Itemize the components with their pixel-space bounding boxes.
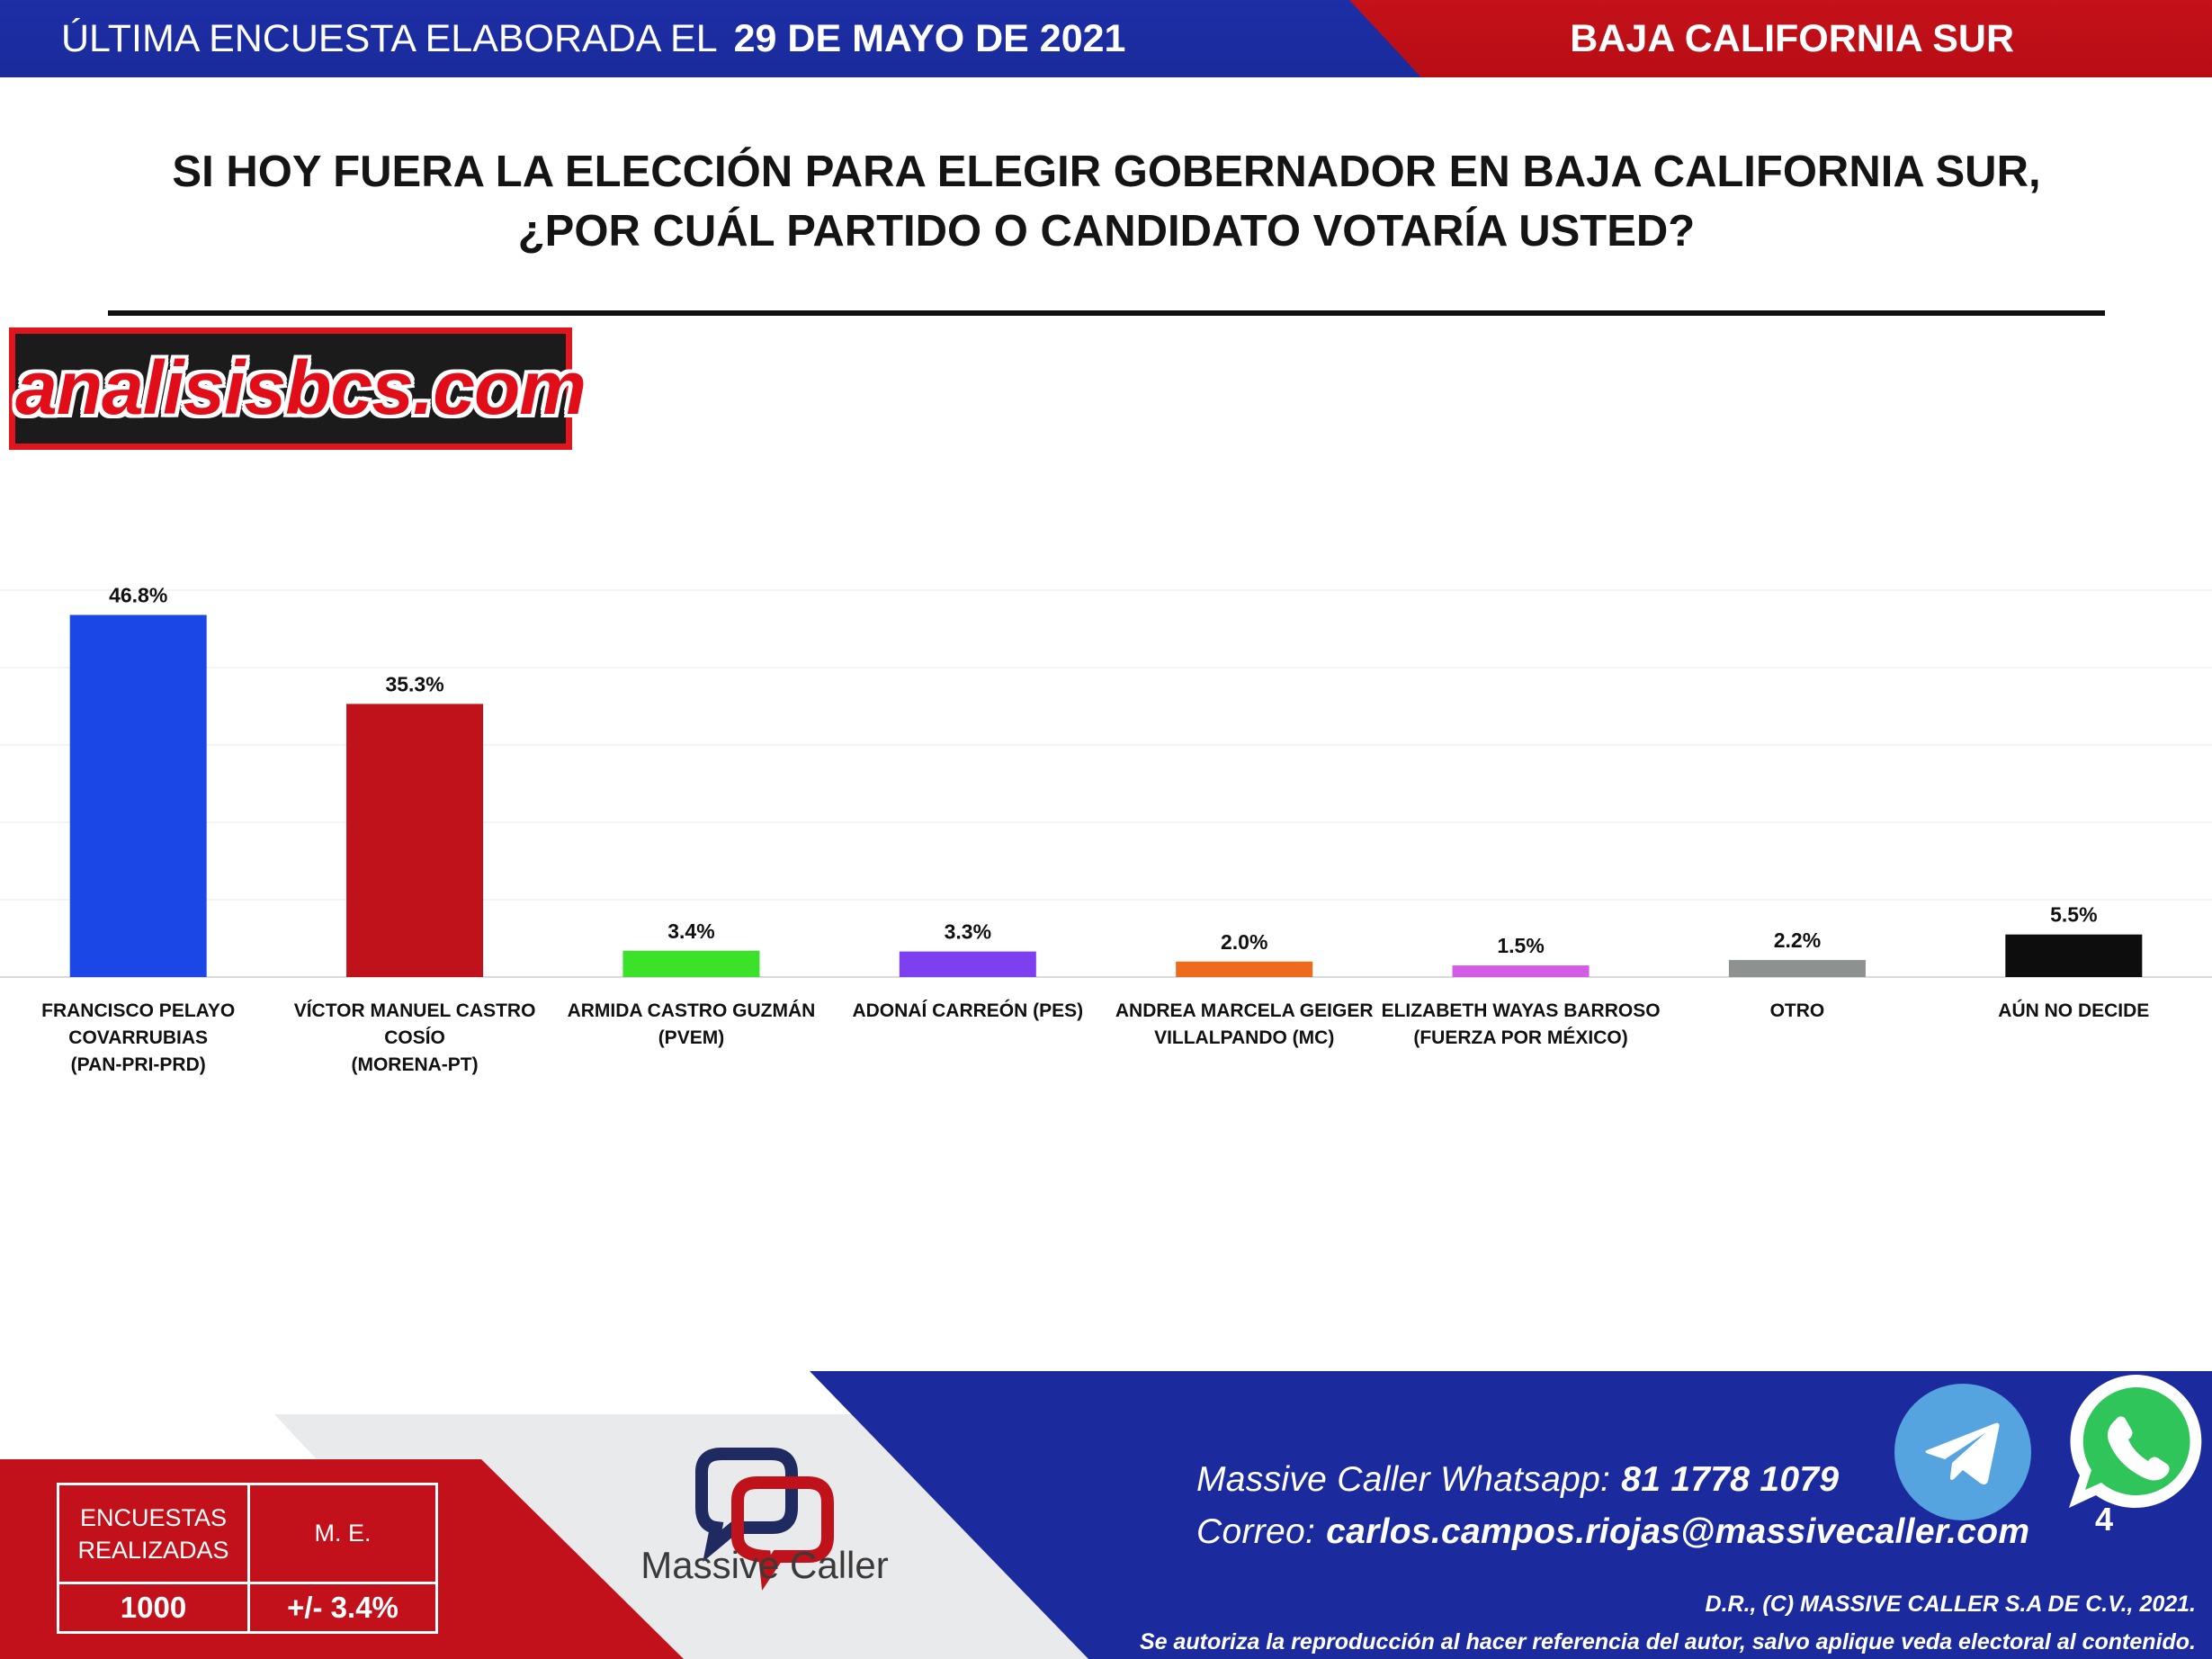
data-label: 35.3% <box>385 672 443 695</box>
surveys-label: ENCUESTAS REALIZADAS <box>59 1485 250 1584</box>
header-banner: ÚLTIMA ENCUESTA ELABORADA EL 29 DE MAYO D… <box>0 0 2212 77</box>
data-label: 2.0% <box>1221 930 1267 954</box>
data-label: 3.3% <box>945 920 991 944</box>
telegram-icon <box>1894 1384 2031 1520</box>
massive-caller-logo-icon <box>695 1448 834 1591</box>
category-label: ANDREA MARCELA GEIGER VILLALPANDO (MC) <box>1115 1000 1374 1048</box>
title-divider <box>108 310 2105 316</box>
bar <box>346 704 484 977</box>
vote-intention-chart: 46.8% FRANCISCO PELAYO COVARRUBIAS (PAN-PRI… <box>0 558 2212 1098</box>
survey-date: 29 DE MAYO DE 2021 <box>733 17 1126 60</box>
page-number: 4 <box>2094 1501 2114 1538</box>
data-label: 46.8% <box>109 584 167 607</box>
bar <box>1452 965 1590 977</box>
data-label: 1.5% <box>1497 934 1544 957</box>
legal-line-2: Se autoriza la reproducción al hacer ref… <box>1139 1629 2196 1655</box>
category-label: AÚN NO DECIDE <box>1998 1000 2149 1021</box>
question-title: SI HOY FUERA LA ELECCIÓN PARA ELEGIR GOB… <box>108 142 2105 261</box>
massive-caller-brand: Massive Caller <box>640 1544 889 1586</box>
legal-line-1: D.R., (C) MASSIVE CALLER S.A DE C.V., 20… <box>1705 1592 2196 1617</box>
whatsapp-icon <box>2069 1375 2202 1508</box>
category-label: OTRO <box>1770 1000 1825 1021</box>
data-label: 3.4% <box>667 919 714 943</box>
email-address: carlos.campos.riojas@massivecaller.com <box>1326 1512 2030 1551</box>
survey-date-label: ÚLTIMA ENCUESTA ELABORADA EL <box>61 17 718 60</box>
email-label: Correo: <box>1196 1512 1316 1551</box>
bar <box>622 950 760 977</box>
question-line-2: ¿POR CUÁL PARTIDO O CANDIDATO VOTARÍA US… <box>517 207 1696 256</box>
header-blue-band <box>0 0 1421 77</box>
category-label: VÍCTOR MANUEL CASTRO COSÍO (MORENA-PT) <box>294 1000 536 1075</box>
question-line-1: SI HOY FUERA LA ELECCIÓN PARA ELEGIR GOB… <box>172 148 2041 196</box>
header-red-band <box>1349 0 2212 77</box>
category-label: ARMIDA CASTRO GUZMÁN (PVEM) <box>568 1000 816 1048</box>
data-label: 5.5% <box>2050 903 2097 927</box>
bar <box>69 614 207 977</box>
bar <box>899 951 1036 977</box>
region-title: BAJA CALIFORNIA SUR <box>1570 17 2014 60</box>
contact-info: Massive Caller Whatsapp: 81 1778 1079 Cor… <box>1196 1454 2029 1558</box>
whatsapp-number: 81 1778 1079 <box>1621 1460 1840 1499</box>
footer: ENCUESTAS REALIZADAS M. E. 1000 +/- 3.4%… <box>0 1368 2212 1659</box>
survey-stats-table: ENCUESTAS REALIZADAS M. E. 1000 +/- 3.4% <box>57 1483 438 1634</box>
category-label: FRANCISCO PELAYO COVARRUBIAS (PAN-PRI-PRD) <box>41 1000 235 1075</box>
whatsapp-contact: Massive Caller Whatsapp: 81 1778 1079 <box>1196 1454 2029 1506</box>
margin-error-label: M. E. <box>250 1485 435 1584</box>
analisisbcs-logo: analisisbcs.com <box>9 327 587 450</box>
surveys-value: 1000 <box>59 1584 250 1631</box>
bar <box>1728 960 1866 977</box>
category-label: ADONAÍ CARREÓN (PES) <box>852 1000 1083 1021</box>
data-label: 2.2% <box>1774 928 1821 952</box>
survey-date-line: ÚLTIMA ENCUESTA ELABORADA EL 29 DE MAYO D… <box>61 13 1125 65</box>
bar-chart-svg: 46.8% FRANCISCO PELAYO COVARRUBIAS (PAN-PRI… <box>0 584 2212 1075</box>
bar <box>1176 961 1313 977</box>
analisisbcs-logo-text: analisisbcs.com <box>15 345 587 430</box>
whatsapp-label: Massive Caller Whatsapp: <box>1196 1460 1611 1499</box>
category-label: ELIZABETH WAYAS BARROSO (FUERZA POR MÉXIC… <box>1382 1000 1661 1048</box>
bar <box>2005 934 2143 977</box>
email-contact: Correo: carlos.campos.riojas@massivecalle… <box>1196 1506 2029 1558</box>
legal-notice: D.R., (C) MASSIVE CALLER S.A DE C.V., 20… <box>1140 1585 2196 1659</box>
margin-error-value: +/- 3.4% <box>287 1591 399 1624</box>
